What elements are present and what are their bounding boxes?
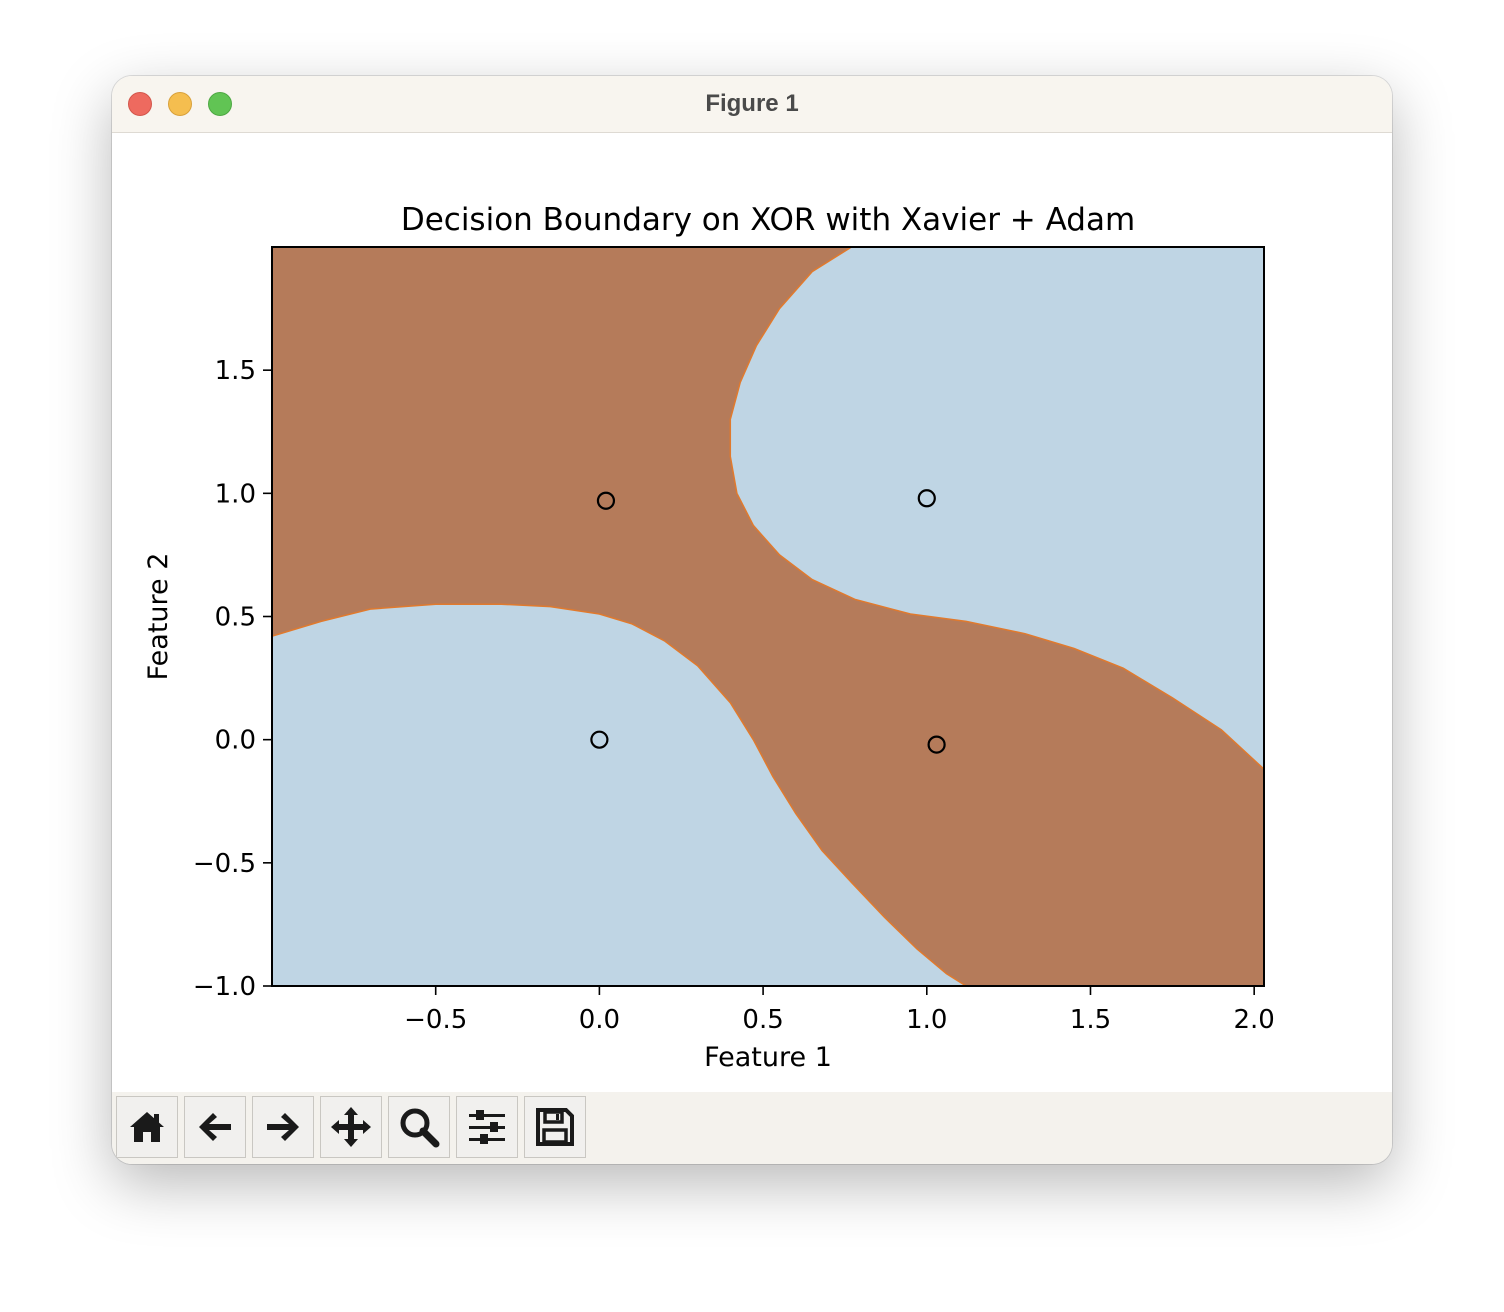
save-button[interactable] xyxy=(524,1096,586,1158)
x-tick-label: 1.0 xyxy=(906,1005,947,1035)
chart-svg: −0.5 0.0 0.5 1.0 1.5 2.0−1.0−0.50.00.51.01.5 … xyxy=(143,202,1275,1073)
x-axis-label: Feature 1 xyxy=(704,1042,832,1073)
x-tick-label: 2.0 xyxy=(1233,1005,1274,1035)
y-tick-label: −0.5 xyxy=(193,849,256,879)
close-window-button[interactable] xyxy=(128,92,152,116)
navigation-toolbar xyxy=(112,1092,1392,1164)
back-button[interactable] xyxy=(184,1096,246,1158)
data-point-3 xyxy=(927,735,946,754)
class0-region-upper-right xyxy=(729,247,1264,771)
x-tick-label: 0.5 xyxy=(742,1005,783,1035)
move-arrows-icon xyxy=(331,1107,371,1147)
y-tick-label: 0.5 xyxy=(215,603,256,633)
zoom-window-button[interactable] xyxy=(208,92,232,116)
figure-canvas[interactable]: −0.5 0.0 0.5 1.0 1.5 2.0 −1.0 −0.5 0.0 0.5 1.0 1.5 … xyxy=(112,133,1392,1092)
title-bar: Figure 1 xyxy=(112,76,1392,133)
y-tick-label: 0.0 xyxy=(215,726,256,756)
x-tick-label: 1.5 xyxy=(1070,1005,1111,1035)
floppy-disk-icon xyxy=(536,1108,574,1146)
y-tick-label: 1.5 xyxy=(215,356,256,386)
configure-subplots-button[interactable] xyxy=(456,1096,518,1158)
x-tick-label: −0.5 xyxy=(404,1005,467,1035)
arrow-right-icon xyxy=(267,1113,299,1141)
window-title: Figure 1 xyxy=(705,90,799,117)
data-point-0 xyxy=(590,730,609,749)
magnifier-icon xyxy=(400,1108,440,1148)
zoom-button[interactable] xyxy=(388,1096,450,1158)
x-tick-label: 0.0 xyxy=(579,1005,620,1035)
minimize-window-button[interactable] xyxy=(168,92,192,116)
arrow-left-icon xyxy=(199,1113,231,1141)
data-point-1 xyxy=(596,491,616,510)
home-icon xyxy=(130,1112,164,1142)
home-button[interactable] xyxy=(116,1096,178,1158)
forward-button[interactable] xyxy=(252,1096,314,1158)
y-tick-label: 1.0 xyxy=(215,479,256,509)
y-tick-label: −1.0 xyxy=(193,972,256,1002)
class0-region-lower-left xyxy=(272,603,968,986)
pan-button[interactable] xyxy=(320,1096,382,1158)
data-point-2 xyxy=(917,489,936,508)
chart-title: Decision Boundary on XOR with Xavier + A… xyxy=(401,202,1135,238)
y-axis-label: Feature 2 xyxy=(143,553,174,681)
figure-window: Figure 1 −0.5 0.0 0.5 1.0 1.5 2.0 −1.0 −0.5 0.0 0… xyxy=(112,76,1392,1164)
sliders-icon xyxy=(469,1110,505,1144)
